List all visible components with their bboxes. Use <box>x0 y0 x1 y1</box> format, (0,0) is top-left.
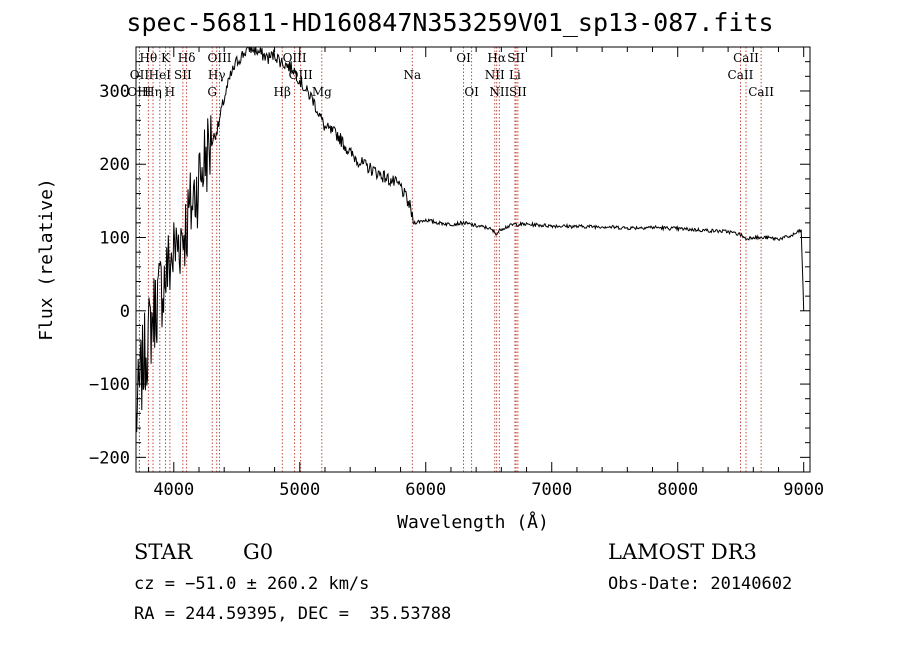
line-label: HeI <box>149 68 172 82</box>
spectrum-line <box>135 46 805 433</box>
line-label: OIII <box>289 68 313 82</box>
chart-title: spec-56811-HD160847N353259V01_sp13-087.f… <box>126 8 774 37</box>
line-label: Hη <box>144 85 162 99</box>
line-label: OI <box>456 51 471 65</box>
line-label: Hβ <box>274 85 291 99</box>
line-label: Hα <box>487 51 506 65</box>
line-label: CaII <box>728 68 754 82</box>
y-axis-ticks: −200 −100 0 100 200 300 <box>89 61 810 468</box>
line-label: Na <box>403 68 421 82</box>
line-label: OII <box>130 68 150 82</box>
x-tick-label: 6000 <box>405 480 446 500</box>
line-label: NII <box>485 68 505 82</box>
line-label: Hθ <box>139 51 157 65</box>
line-label: G <box>207 85 217 99</box>
line-label: SII <box>507 51 525 65</box>
line-label: K <box>161 51 171 65</box>
redshift-text: cz = −51.0 ± 260.2 km/s <box>134 574 370 594</box>
plot-frame <box>135 46 811 473</box>
line-label: OIII <box>283 51 307 65</box>
object-class: STAR <box>134 540 193 564</box>
line-label: SII <box>174 68 192 82</box>
line-label: Li <box>509 68 521 82</box>
y-tick-label: −200 <box>89 448 130 468</box>
x-tick-label: 7000 <box>531 480 572 500</box>
survey-name: LAMOST DR3 <box>608 540 757 564</box>
line-label: NII <box>489 85 509 99</box>
spectral-line-markers <box>138 47 762 472</box>
line-label: CaII <box>733 51 759 65</box>
line-label: Mg <box>312 85 332 99</box>
x-tick-label: 4000 <box>153 480 194 500</box>
spectral-subclass: G0 <box>243 540 274 564</box>
y-tick-label: 0 <box>120 302 130 322</box>
spectrum-series <box>135 46 805 433</box>
y-tick-label: 200 <box>99 155 130 175</box>
x-tick-label: 9000 <box>783 480 824 500</box>
line-label: H <box>165 85 175 99</box>
line-label: Hγ <box>208 68 226 82</box>
y-tick-label: 300 <box>99 82 130 102</box>
line-label: SII <box>509 85 527 99</box>
line-label: OIII <box>127 85 151 99</box>
y-axis-label: Flux (relative) <box>36 178 57 341</box>
coordinates-text: RA = 244.59395, DEC = 35.53788 <box>134 604 452 624</box>
line-label: OIII <box>207 51 231 65</box>
x-axis-label: Wavelength (Å) <box>397 511 549 533</box>
y-tick-label: −100 <box>89 375 130 395</box>
y-tick-label: 100 <box>99 229 130 249</box>
x-tick-label: 5000 <box>279 480 320 500</box>
obs-date: Obs-Date: 20140602 <box>608 574 793 594</box>
x-tick-label: 8000 <box>657 480 698 500</box>
x-axis-ticks: 4000 5000 6000 7000 8000 9000 <box>148 47 824 500</box>
line-label: CaII <box>748 85 774 99</box>
line-label: OI <box>464 85 479 99</box>
line-label: Hδ <box>178 51 196 65</box>
